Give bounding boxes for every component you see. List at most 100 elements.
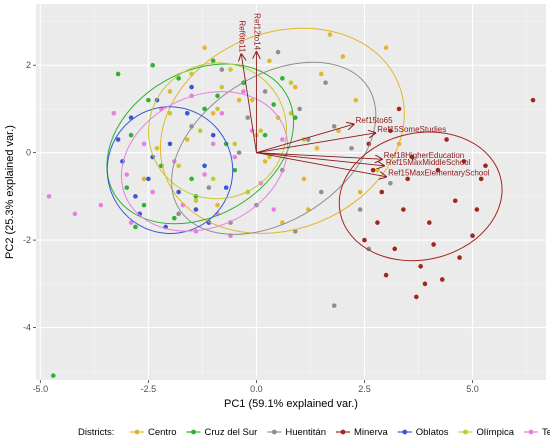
data-point	[133, 224, 138, 230]
data-point	[414, 294, 419, 300]
loading-label: Ref6to11	[237, 20, 246, 52]
data-point	[383, 272, 389, 278]
data-point	[318, 71, 324, 77]
legend-item-tetlán: Tetlán	[524, 427, 550, 438]
data-point	[271, 207, 277, 212]
data-point	[418, 264, 423, 269]
data-point	[327, 32, 333, 37]
data-point	[375, 167, 380, 173]
x-axis-label: PC1 (59.1% explained var.)	[224, 398, 358, 410]
data-point	[461, 159, 467, 164]
loading-label: Ref15to65	[356, 116, 393, 125]
data-point	[483, 163, 488, 169]
data-point	[141, 202, 147, 208]
data-point	[375, 220, 380, 225]
y-tick-label: -2	[23, 235, 31, 245]
data-point	[215, 93, 220, 99]
data-point	[314, 145, 320, 151]
x-tick-label: -5.0	[33, 384, 49, 394]
data-point	[245, 115, 251, 120]
data-point	[176, 76, 181, 81]
data-point	[275, 49, 281, 55]
loading-arrow	[256, 152, 381, 160]
data-point	[301, 176, 307, 182]
data-point	[262, 132, 268, 138]
y-axis-label: PC2 (25.3% explained var.)	[4, 125, 16, 259]
data-point	[176, 189, 181, 195]
data-point	[249, 97, 255, 103]
ellipse-olímpica	[148, 62, 288, 200]
loading-arrow	[256, 124, 353, 154]
data-point	[431, 242, 436, 247]
data-point	[219, 67, 225, 72]
data-point	[422, 281, 428, 287]
data-point	[197, 128, 203, 134]
ellipse-cruz-del-sur	[106, 63, 295, 225]
data-point	[444, 137, 449, 142]
data-point	[124, 185, 130, 190]
data-point	[146, 176, 151, 182]
data-point	[349, 145, 354, 151]
loading-arrow	[256, 152, 386, 177]
data-point	[366, 246, 372, 252]
x-tick-label: 5.0	[466, 384, 479, 394]
data-point	[267, 58, 272, 64]
data-point	[232, 154, 238, 160]
data-point	[219, 111, 225, 116]
legend-key-dot	[528, 429, 534, 435]
data-point	[189, 84, 194, 90]
data-point	[215, 106, 220, 112]
data-point	[219, 84, 225, 90]
data-point	[297, 106, 302, 112]
data-point	[318, 189, 324, 195]
legend-key-dot	[340, 429, 346, 435]
data-point	[184, 111, 190, 116]
data-point	[409, 154, 415, 160]
data-point	[370, 167, 376, 173]
data-point	[115, 71, 121, 77]
y-axis-ticks: -4 -2 0 2	[23, 60, 36, 333]
x-tick-label: 0.0	[250, 384, 263, 394]
data-point	[323, 80, 328, 85]
data-point	[357, 207, 363, 212]
data-point	[379, 189, 385, 195]
data-point	[262, 89, 268, 94]
legend-key-dot	[402, 429, 408, 435]
data-point	[232, 141, 238, 147]
y-tick-label: -4	[23, 323, 31, 333]
data-point	[530, 97, 536, 103]
data-point	[331, 124, 337, 129]
loading-label: Ref18HigherEducation	[384, 151, 465, 160]
loading-arrow	[241, 54, 257, 153]
data-point	[388, 180, 393, 186]
legend-key-dot	[134, 429, 140, 435]
plot-panel	[36, 4, 546, 380]
data-point	[396, 106, 402, 112]
data-point	[271, 102, 277, 107]
data-point	[457, 255, 462, 260]
legend-label: Oblatos	[416, 427, 449, 438]
x-axis-ticks: -5.0 -2.5 0.0 2.5 5.0	[33, 380, 479, 394]
data-point	[262, 159, 268, 164]
data-point	[280, 137, 285, 142]
data-point	[353, 97, 359, 103]
data-point	[167, 141, 173, 147]
data-point	[470, 233, 475, 239]
data-point	[288, 111, 294, 116]
data-point	[202, 172, 207, 177]
data-point	[388, 128, 393, 134]
data-point	[202, 163, 207, 169]
legend-label: Tetlán	[542, 427, 550, 438]
data-point	[172, 215, 177, 221]
data-point	[392, 246, 398, 252]
data-point	[210, 132, 216, 138]
data-point	[141, 141, 147, 147]
legend-item-centro: Centro	[130, 427, 177, 438]
data-point	[401, 207, 406, 212]
legend-key-dot	[191, 429, 196, 435]
legend-item-olímpica: Olímpica	[458, 427, 515, 438]
y-tick-label: 2	[26, 60, 31, 70]
data-point	[150, 62, 155, 68]
data-point	[46, 194, 52, 199]
